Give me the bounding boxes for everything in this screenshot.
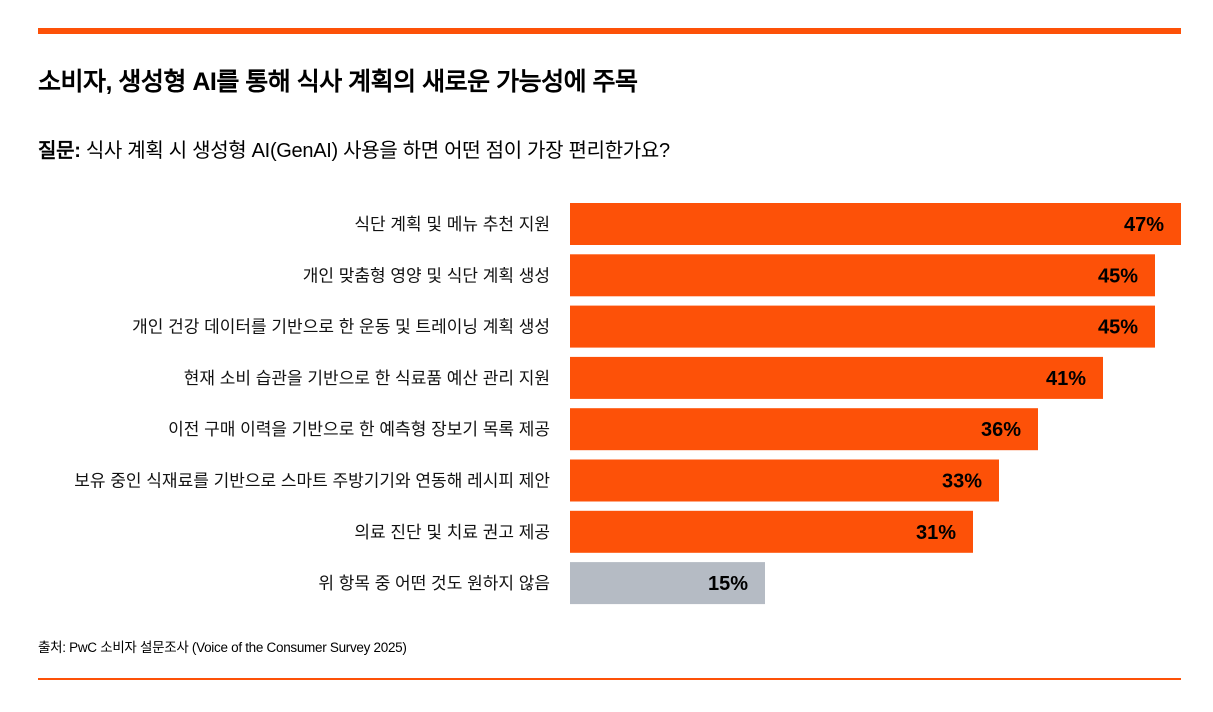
bar-2 bbox=[570, 254, 1155, 297]
data-label: 45% bbox=[1098, 317, 1138, 339]
question-text: 식사 계획 시 생성형 AI(GenAI) 사용을 하면 어떤 점이 가장 편리… bbox=[80, 140, 670, 162]
bar-1 bbox=[570, 203, 1181, 245]
category-label: 현재 소비 습관을 기반으로 한 식료품 예산 관리 지원 bbox=[184, 369, 550, 388]
top-accent-rule bbox=[38, 28, 1181, 34]
category-label: 식단 계획 및 메뉴 추천 지원 bbox=[354, 215, 550, 234]
question-label: 질문: bbox=[38, 140, 81, 162]
data-label: 45% bbox=[1098, 265, 1138, 287]
bar-4 bbox=[570, 356, 1103, 399]
category-label: 위 항목 중 어떤 것도 원하지 않음 bbox=[318, 574, 550, 593]
category-label: 보유 중인 식재료를 기반으로 스마트 주방기기와 연동해 레시피 제안 bbox=[74, 472, 550, 491]
category-label: 의료 진단 및 치료 권고 제공 bbox=[354, 523, 550, 542]
data-label: 31% bbox=[916, 522, 956, 544]
bar-6 bbox=[570, 459, 999, 502]
survey-question: 질문: 식사 계획 시 생성형 AI(GenAI) 사용을 하면 어떤 점이 가… bbox=[38, 134, 670, 163]
category-label: 개인 맞춤형 영양 및 식단 계획 생성 bbox=[303, 266, 550, 285]
category-label: 개인 건강 데이터를 기반으로 한 운동 및 트레이닝 계획 생성 bbox=[132, 318, 550, 337]
bottom-accent-rule bbox=[38, 678, 1181, 680]
bar-8 bbox=[570, 562, 765, 605]
category-label: 이전 구매 이력을 기반으로 한 예측형 장보기 목록 제공 bbox=[168, 420, 550, 439]
bar-5 bbox=[570, 408, 1038, 451]
data-label: 41% bbox=[1046, 368, 1086, 390]
data-label: 15% bbox=[708, 573, 748, 595]
source-note: 출처: PwC 소비자 설문조사 (Voice of the Consumer … bbox=[38, 640, 407, 655]
data-label: 33% bbox=[942, 471, 982, 493]
data-label: 36% bbox=[981, 419, 1021, 441]
bar-3 bbox=[570, 305, 1155, 348]
data-label: 47% bbox=[1124, 214, 1164, 236]
bar-7 bbox=[570, 510, 973, 553]
page-title: 소비자, 생성형 AI를 통해 식사 계획의 새로운 가능성에 주목 bbox=[38, 68, 638, 96]
